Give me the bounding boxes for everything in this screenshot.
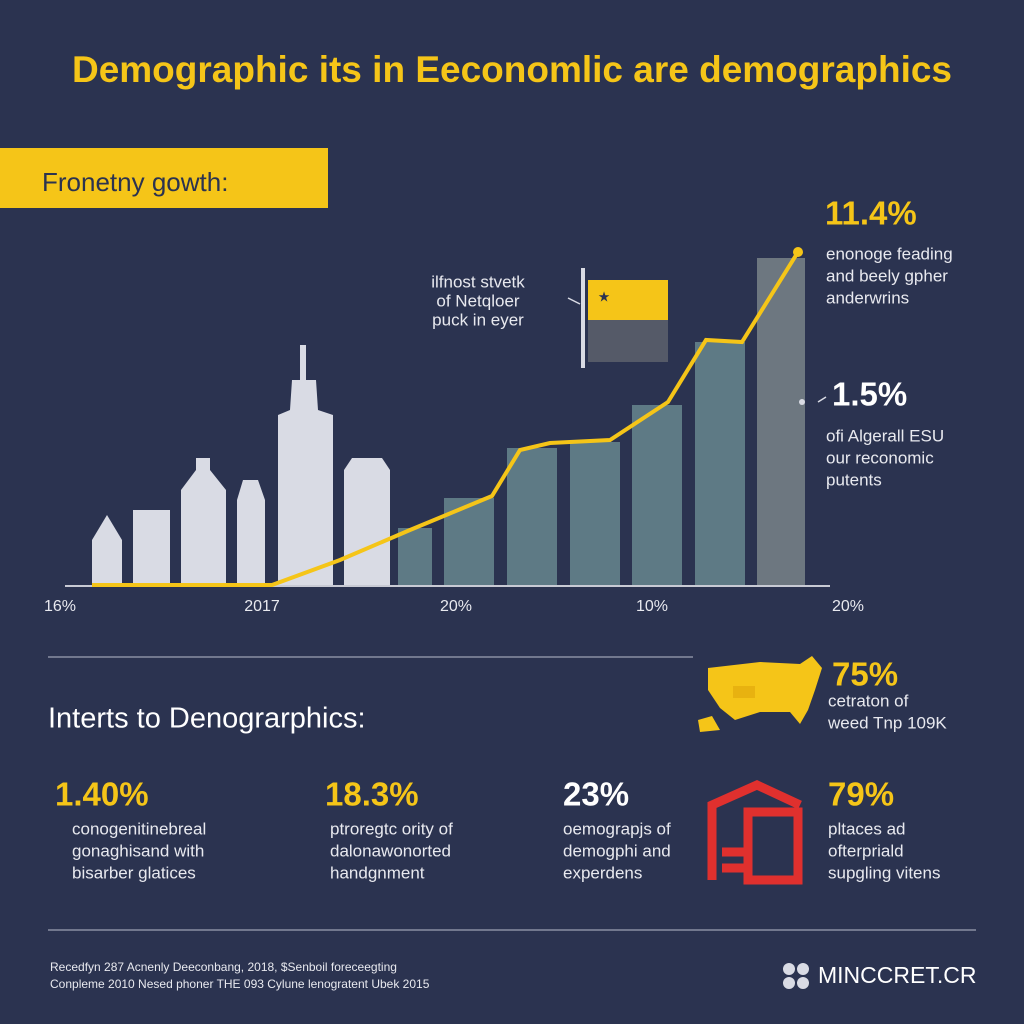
map-highlight xyxy=(733,686,755,698)
axis-label: 20% xyxy=(832,598,864,615)
stat-text: gonaghisand with xyxy=(72,841,204,860)
stat-text: ptroregtc ority of xyxy=(330,819,453,838)
footer-text: Conpleme 2010 Nesed phoner THE 093 Cylun… xyxy=(50,977,430,991)
growth-bars xyxy=(398,258,805,586)
stat-text: putents xyxy=(826,470,882,489)
footer: Recedfyn 287 Acnenly Deeconbang, 2018, $… xyxy=(50,960,430,991)
callout-text: of Netqloer xyxy=(436,291,519,310)
section-title: Interts to Denograrphics: xyxy=(48,703,366,735)
stat-text: pltaces ad xyxy=(828,819,906,838)
axis-label: 20% xyxy=(440,598,472,615)
brand-icon xyxy=(783,963,809,989)
stat-text: and beely gpher xyxy=(826,266,948,285)
stat-text: conogenitinebreal xyxy=(72,819,206,838)
stat-text: bisarber glatices xyxy=(72,863,196,882)
stat-value: 18.3% xyxy=(325,776,419,813)
stat-text: dalonawonorted xyxy=(330,841,451,860)
axis-label: 2017 xyxy=(244,598,280,615)
flag-top xyxy=(588,280,668,320)
map-icon xyxy=(698,656,822,732)
pointer xyxy=(817,396,827,403)
banner-text: Fronetny gowth: xyxy=(42,167,228,197)
right-stats: 11.4% enonoge feading and beely gpher ander… xyxy=(825,195,953,490)
stat-text: ofi Algerall ESU xyxy=(826,426,944,445)
callout-pointer xyxy=(567,297,581,305)
axis-label: 16% xyxy=(44,598,76,615)
stat-value: 75% xyxy=(832,656,898,693)
trend-line xyxy=(92,250,800,587)
stat-text: ofterpriald xyxy=(828,841,904,860)
stat-text: anderwrins xyxy=(826,288,909,307)
stat-value: 1.40% xyxy=(55,776,149,813)
footer-text: Recedfyn 287 Acnenly Deeconbang, 2018, $… xyxy=(50,960,397,974)
brand: MINCCRET.CR xyxy=(818,962,976,988)
pointer-dot xyxy=(799,399,805,405)
axis-label: 10% xyxy=(636,598,668,615)
stat-value: 1.5% xyxy=(832,376,907,413)
flag-bottom xyxy=(588,320,668,362)
stat-text: experdens xyxy=(563,863,642,882)
stat-text: demogphi and xyxy=(563,841,671,860)
stat-text: handgnment xyxy=(330,863,425,882)
axis-labels: 16% 2017 20% 10% 20% xyxy=(44,598,864,615)
callout-text: ilfnost stvetk xyxy=(431,272,525,291)
map-stat: 75%cetraton of weed Tnp 109K xyxy=(827,656,947,733)
flag-star: ★ xyxy=(598,289,611,305)
stat-value: 11.4% xyxy=(825,195,917,232)
trend-end xyxy=(793,247,803,257)
stat-value: 23% xyxy=(563,776,629,813)
callout-text: puck in eyer xyxy=(432,310,524,329)
stat-text: our reconomic xyxy=(826,448,934,467)
stat-text: supgling vitens xyxy=(828,863,940,882)
stat-text: cetraton of xyxy=(828,691,909,710)
banner xyxy=(0,148,328,208)
stat-value: 79% xyxy=(828,776,894,813)
stats-row: 1.40% conogenitinebreal gonaghisand with bi… xyxy=(55,776,940,883)
stat-text: oemograpjs of xyxy=(563,819,671,838)
stat-text: enonoge feading xyxy=(826,244,953,263)
house-icon xyxy=(707,780,803,885)
stat-text: weed Tnp 109K xyxy=(827,713,947,732)
title: Demographic its in Eeconomlic are demogr… xyxy=(72,49,952,90)
